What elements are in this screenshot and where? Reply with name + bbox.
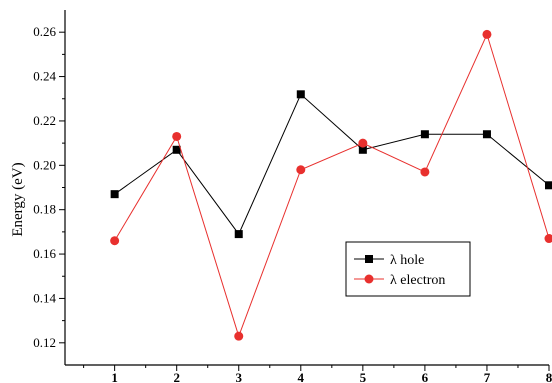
legend-entry: λ hole	[354, 253, 424, 268]
legend-label: λ hole	[390, 253, 424, 268]
x-tick-label: 8	[546, 370, 552, 383]
data-point	[358, 138, 368, 148]
data-point	[296, 165, 306, 175]
data-point	[420, 167, 430, 177]
data-series	[110, 29, 552, 341]
legend-label: λ electron	[390, 273, 445, 288]
data-point	[482, 29, 492, 39]
legend-entry: λ electron	[354, 273, 445, 288]
x-tick-label: 3	[235, 370, 242, 383]
x-tick-label: 6	[422, 370, 429, 383]
data-point	[545, 181, 552, 190]
data-point	[110, 236, 120, 246]
data-point	[544, 234, 552, 244]
legend: λ hole λ electron	[345, 241, 471, 297]
y-tick-label: 0.16	[33, 246, 56, 261]
y-tick-label: 0.14	[33, 290, 56, 305]
series-electron	[110, 29, 552, 341]
x-tick-label: 1	[111, 370, 118, 383]
y-axis-ticks: 0.12 0.14 0.16 0.18 0.20 0.22 0.24 0.26	[33, 24, 65, 350]
data-point	[482, 130, 491, 139]
series-line	[114, 32, 550, 338]
y-tick-label: 0.12	[33, 335, 56, 350]
x-tick-label: 2	[173, 370, 180, 383]
data-point	[296, 90, 305, 99]
data-point	[172, 145, 181, 154]
series-hole	[110, 90, 552, 239]
data-point	[358, 145, 367, 154]
data-point	[172, 131, 182, 141]
legend-box	[345, 241, 471, 297]
series-line	[114, 93, 550, 236]
y-tick-label: 0.24	[33, 69, 56, 84]
y-tick-label: 0.18	[33, 202, 56, 217]
x-tick-label: 5	[360, 370, 367, 383]
x-tick-label: 7	[484, 370, 491, 383]
data-point	[234, 331, 244, 341]
x-tick-label: 4	[298, 370, 305, 383]
data-point	[420, 130, 429, 139]
x-axis-ticks: 1 2 3 4 5 6 7 8	[83, 365, 552, 383]
axes	[64, 10, 549, 366]
y-tick-label: 0.20	[33, 157, 56, 172]
data-point	[234, 230, 243, 239]
data-point	[110, 190, 119, 199]
legend-marker	[364, 274, 374, 284]
y-axis-title: Energy (eV)	[10, 162, 26, 236]
legend-marker	[365, 255, 373, 263]
y-tick-label: 0.22	[33, 113, 56, 128]
y-tick-label: 0.26	[33, 24, 56, 39]
